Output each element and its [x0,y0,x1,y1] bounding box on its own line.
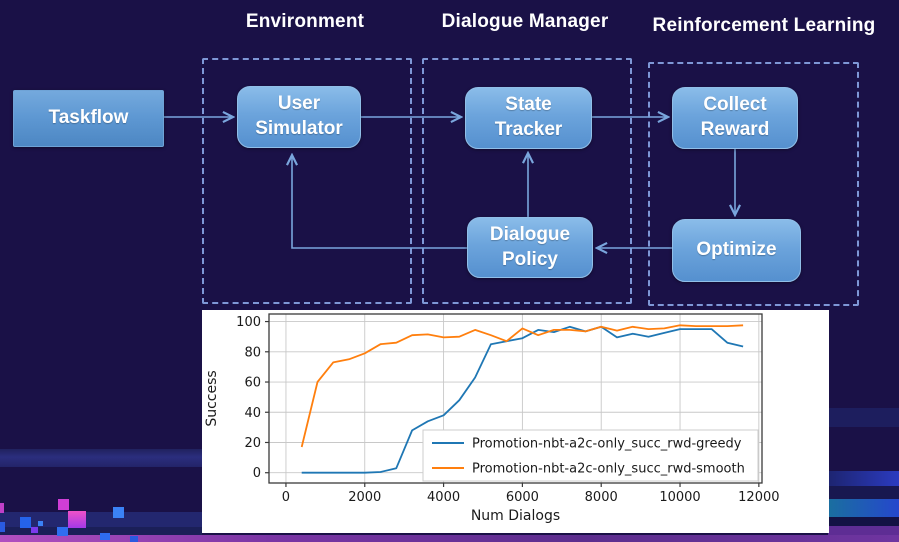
y-tick-label: 60 [244,376,261,391]
pixel-decoration [58,499,69,510]
node-label: User Simulator [255,93,343,139]
pixel-decoration [20,517,31,528]
series-line-0 [301,325,744,474]
pixel-decoration [130,536,138,542]
x-tick-label: 12000 [738,490,779,505]
section-title-reinforcement-learning: Reinforcement Learning [652,15,876,36]
background-band [828,471,899,486]
pixel-decoration [68,511,86,528]
pixel-decoration [38,521,43,526]
pixel-decoration [0,522,5,532]
x-tick-label: 4000 [427,490,460,505]
legend-label: Promotion-nbt-a2c-only_succ_rwd-greedy [472,437,742,452]
legend-label: Promotion-nbt-a2c-only_succ_rwd-smooth [472,462,745,477]
y-axis-label: Success [204,370,220,426]
section-title-environment: Environment [245,11,365,32]
node-label: State Tracker [494,94,563,140]
x-tick-label: 0 [282,490,290,505]
node-dialogue-policy: Dialogue Policy [467,217,593,278]
pixel-decoration [0,503,4,513]
background-band [828,486,899,499]
node-label: Collect Reward [700,94,770,140]
node-label: Optimize [696,239,777,261]
node-state-tracker: State Tracker [465,87,592,149]
y-tick-label: 80 [244,345,261,360]
background-band [828,517,899,526]
success-chart: 0 2000 4000 6000 8000 10000 12000 0 20 40 60 80 100 N… [204,313,780,524]
pixel-decoration [113,507,124,518]
node-taskflow: Taskflow [13,90,164,147]
success-chart-panel: 0 2000 4000 6000 8000 10000 12000 0 20 40 60 80 100 N… [202,310,829,533]
plot-border [268,313,763,484]
node-label: Taskflow [48,107,129,129]
y-tick-label: 40 [244,406,261,421]
background-band [0,512,202,527]
pixel-decoration [31,527,38,533]
background-band [0,527,202,536]
x-tick-label: 8000 [585,490,618,505]
y-tick-label: 20 [244,436,261,451]
node-collect-reward: Collect Reward [672,87,798,149]
background-band [0,535,899,542]
node-optimize: Optimize [672,219,801,282]
x-tick-label: 2000 [348,490,381,505]
section-title-dialogue-manager: Dialogue Manager [441,11,609,32]
x-tick-label: 10000 [659,490,700,505]
background-band [828,499,899,517]
legend-box [422,429,759,482]
pixel-decoration [100,533,110,540]
y-tick-label: 0 [253,466,261,481]
background-band [0,449,202,467]
x-axis-label: Num Dialogs [471,508,560,524]
reinforcement-learning-group-box [648,62,859,306]
background-band [828,408,899,427]
series-line-1 [300,324,744,448]
node-label: Dialogue Policy [489,223,571,270]
y-tick-label: 100 [236,315,261,330]
x-tick-label: 6000 [506,490,539,505]
node-user-simulator: User Simulator [237,86,361,148]
pixel-decoration [57,527,68,536]
